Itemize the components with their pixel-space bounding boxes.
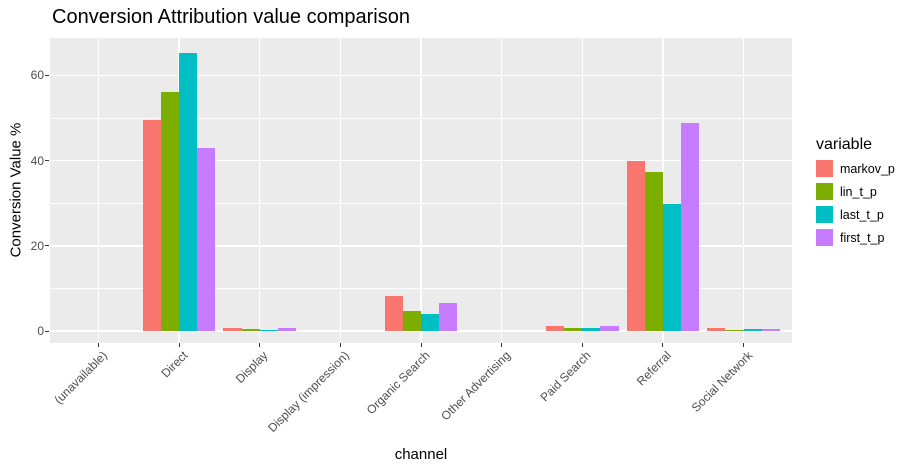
bar-last_t_p-Display bbox=[259, 330, 278, 331]
legend-item-first_t_p: first_t_p bbox=[816, 229, 895, 246]
x-tick-label: Paid Search bbox=[537, 348, 594, 405]
bar-first_t_p-Social Network bbox=[761, 329, 780, 331]
legend-item-markov_p: markov_p bbox=[816, 160, 895, 177]
x-tick-label: Direct bbox=[158, 348, 191, 381]
legend-title: variable bbox=[816, 136, 873, 153]
legend-swatch-first_t_p bbox=[816, 229, 833, 246]
bar-last_t_p-Direct bbox=[179, 52, 198, 331]
y-tick-label: 20 bbox=[30, 238, 44, 253]
y-tick-mark bbox=[45, 245, 49, 247]
x-tick-mark bbox=[259, 343, 261, 347]
gridline-major-x bbox=[258, 38, 261, 343]
y-tick-mark bbox=[45, 74, 49, 76]
bar-first_t_p-Organic Search bbox=[439, 303, 458, 331]
bar-lin_t_p-Direct bbox=[160, 92, 180, 331]
y-axis-title: Conversion Value % bbox=[7, 122, 25, 258]
bar-first_t_p-Direct bbox=[197, 148, 216, 331]
bar-lin_t_p-Referral bbox=[644, 171, 663, 331]
x-tick-mark bbox=[662, 343, 664, 347]
x-tick-mark bbox=[97, 343, 99, 347]
legend-label: markov_p bbox=[840, 161, 895, 176]
chart-title: Conversion Attribution value comparison bbox=[52, 6, 410, 28]
x-tick-label: Display bbox=[233, 348, 271, 387]
bar-last_t_p-Social Network bbox=[743, 329, 762, 331]
gridline-major-x bbox=[97, 38, 100, 343]
x-tick-label: Organic Search bbox=[363, 348, 433, 418]
bar-first_t_p-Display bbox=[277, 328, 296, 331]
gridline-major-x bbox=[339, 38, 342, 343]
legend-item-lin_t_p: lin_t_p bbox=[816, 183, 895, 200]
x-tick-mark bbox=[420, 343, 422, 347]
gridline-major-x bbox=[742, 38, 745, 343]
legend-item-last_t_p: last_t_p bbox=[816, 206, 895, 223]
bar-lin_t_p-Organic Search bbox=[402, 310, 421, 331]
gridline-major-x bbox=[420, 38, 422, 343]
bar-markov_p-Referral bbox=[626, 160, 645, 331]
gridline-major-x bbox=[581, 38, 584, 343]
y-tick-label: 40 bbox=[30, 153, 44, 168]
bar-lin_t_p-Display bbox=[241, 328, 260, 331]
bar-first_t_p-Paid Search bbox=[600, 326, 619, 331]
x-tick-mark bbox=[178, 343, 180, 347]
x-axis-title: channel bbox=[394, 446, 448, 463]
y-tick-label: 0 bbox=[37, 324, 44, 338]
y-tick-mark bbox=[45, 160, 49, 162]
bar-markov_p-Display bbox=[223, 327, 242, 331]
legend-label: lin_t_p bbox=[840, 184, 877, 199]
bar-first_t_p-Referral bbox=[681, 122, 700, 331]
bar-lin_t_p-Paid Search bbox=[564, 327, 583, 331]
x-tick-label: Display (impression) bbox=[264, 348, 352, 436]
gridline-major-x bbox=[500, 38, 503, 343]
y-tick-mark bbox=[45, 330, 49, 332]
x-tick-mark bbox=[339, 343, 341, 347]
legend-swatch-lin_t_p bbox=[816, 183, 833, 200]
bar-markov_p-Paid Search bbox=[546, 326, 565, 331]
bar-last_t_p-Referral bbox=[662, 204, 682, 331]
gridline-major-x bbox=[662, 38, 664, 343]
x-tick-label: (unavailable) bbox=[51, 348, 110, 407]
x-tick-label: Social Network bbox=[688, 348, 755, 415]
y-tick-label: 60 bbox=[30, 68, 44, 83]
bar-lin_t_p-Social Network bbox=[725, 329, 744, 331]
bar-markov_p-Direct bbox=[142, 120, 161, 331]
bar-markov_p-Social Network bbox=[707, 327, 726, 331]
plot-panel bbox=[50, 38, 792, 343]
legend-swatch-markov_p bbox=[816, 160, 833, 177]
legend: variable markov_p lin_t_p last_t_p first… bbox=[816, 136, 895, 252]
x-tick-label: Referral bbox=[634, 348, 675, 389]
legend-label: first_t_p bbox=[840, 230, 885, 245]
bar-last_t_p-Paid Search bbox=[582, 328, 601, 331]
x-tick-mark bbox=[501, 343, 503, 347]
bar-markov_p-Organic Search bbox=[384, 296, 403, 331]
x-tick-mark bbox=[743, 343, 745, 347]
x-tick-mark bbox=[581, 343, 583, 347]
legend-label: last_t_p bbox=[840, 207, 884, 222]
legend-swatch-last_t_p bbox=[816, 206, 833, 223]
bar-last_t_p-Organic Search bbox=[421, 314, 440, 331]
x-tick-label: Other Advertising bbox=[437, 348, 513, 424]
